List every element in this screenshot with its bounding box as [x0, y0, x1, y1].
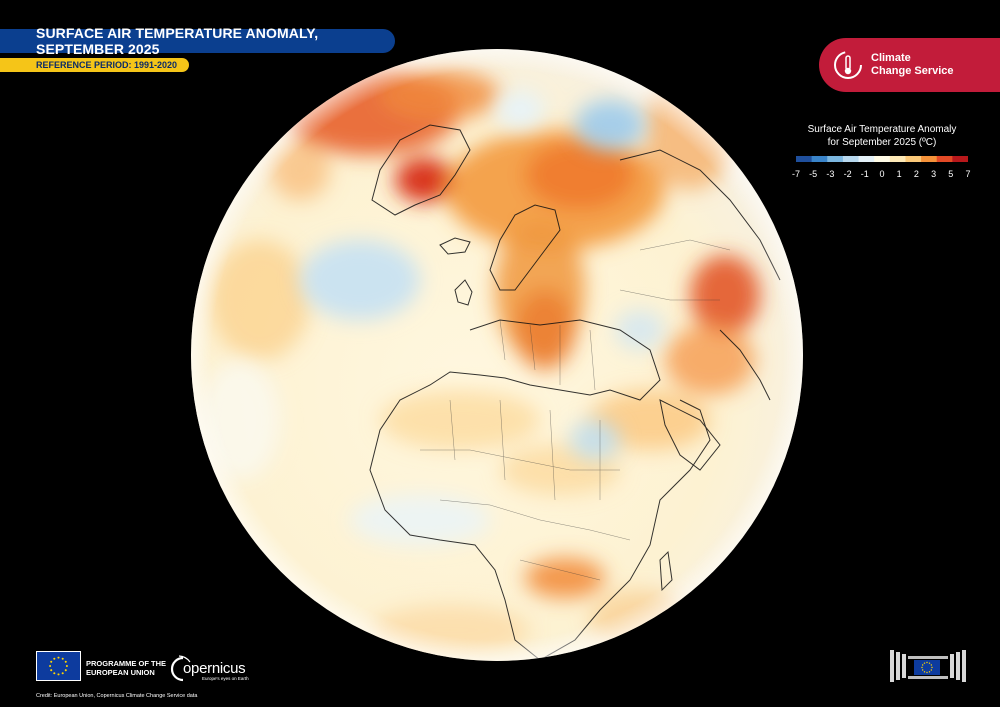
star-icon — [923, 671, 926, 673]
map-title: SURFACE AIR TEMPERATURE ANOMALY, SEPTEMB… — [36, 25, 319, 57]
star-icon — [921, 664, 924, 666]
legend-tick-label: -7 — [791, 169, 801, 179]
star-icon — [50, 660, 53, 663]
star-icon — [928, 662, 931, 664]
legend-tick-label: -2 — [843, 169, 852, 179]
legend-color-step — [858, 156, 875, 162]
legend-tick-label: -1 — [860, 169, 869, 179]
star-icon — [926, 661, 928, 664]
star-icon — [930, 664, 933, 666]
star-icon — [921, 666, 923, 669]
legend-tick-label: 2 — [913, 169, 919, 179]
star-icon — [57, 673, 60, 676]
star-icon — [57, 656, 60, 659]
programme-label: PROGRAMME OF THE EUROPEAN UNION — [86, 659, 166, 677]
legend-title: Surface Air Temperature Anomaly for Sept… — [784, 123, 980, 149]
reference-period: REFERENCE PERIOD: 1991-2020 — [36, 60, 178, 70]
star-icon — [931, 666, 933, 669]
legend-ticks: -7 -5 -3 -2 -1 0 1 2 3 5 7 — [792, 169, 971, 181]
legend-color-step — [905, 156, 922, 162]
legend-title-line2: for September 2025 (ºC) — [827, 137, 937, 148]
legend-tick-label: 1 — [896, 169, 902, 179]
star-icon — [923, 662, 926, 664]
legend-color-step — [936, 156, 953, 162]
copernicus-logo-icon — [170, 655, 191, 682]
legend-tick-label: -5 — [809, 169, 818, 179]
star-icon — [53, 672, 56, 675]
programme-line1: PROGRAMME OF THE — [86, 659, 166, 668]
eu-flag-icon — [36, 651, 81, 681]
legend-tick-label: -3 — [826, 169, 835, 179]
reference-banner: REFERENCE PERIOD: 1991-2020 — [0, 58, 189, 72]
credit-line: Credit: European Union, Copernicus Clima… — [36, 693, 198, 699]
legend-color-step — [827, 156, 844, 162]
legend-color-step — [889, 156, 906, 162]
climate-change-service-badge: Climate Change Service — [819, 38, 1000, 92]
legend-color-step — [952, 156, 969, 162]
legend-color-step — [811, 156, 828, 162]
service-name: Climate Change Service — [871, 52, 954, 78]
star-icon — [64, 660, 67, 663]
star-icon — [61, 672, 64, 675]
color-legend: Surface Air Temperature Anomaly for Sept… — [784, 123, 980, 181]
star-icon — [64, 669, 67, 672]
legend-tick-label: 7 — [965, 169, 971, 179]
star-icon — [921, 669, 924, 671]
legend-title-line1: Surface Air Temperature Anomaly — [807, 124, 957, 135]
legend-color-step — [921, 156, 938, 162]
legend-color-step — [796, 156, 813, 162]
star-icon — [53, 657, 56, 660]
legend-tick-label: 3 — [931, 169, 937, 179]
programme-line2: EUROPEAN UNION — [86, 668, 155, 677]
legend-tick-label: 0 — [879, 169, 885, 179]
star-icon — [926, 671, 928, 674]
thermometer-globe-icon — [834, 51, 862, 79]
legend-color-bar — [796, 156, 969, 162]
copernicus-tagline: Europe's eyes on Earth — [202, 676, 249, 681]
legend-color-step — [874, 156, 891, 162]
copernicus-wordmark: opernicus — [183, 660, 246, 677]
star-icon — [930, 669, 933, 671]
star-icon — [49, 664, 52, 668]
european-commission-logo-icon — [890, 650, 966, 682]
service-name-line2: Change Service — [871, 65, 954, 77]
legend-color-step — [842, 156, 860, 162]
service-name-line1: Climate — [871, 52, 911, 64]
title-banner: SURFACE AIR TEMPERATURE ANOMALY, SEPTEMB… — [0, 25, 395, 57]
legend-tick-label: 5 — [948, 169, 954, 179]
star-icon — [50, 669, 53, 672]
star-icon — [61, 657, 64, 660]
star-icon — [65, 664, 68, 668]
star-icon — [928, 671, 931, 673]
